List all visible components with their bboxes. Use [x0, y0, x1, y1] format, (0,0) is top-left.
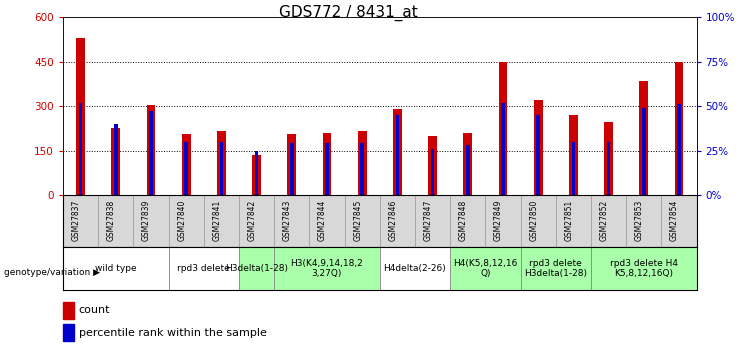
- Bar: [450, 247, 520, 290]
- Text: H3delta(1-28): H3delta(1-28): [225, 264, 288, 273]
- Bar: [182, 134, 190, 195]
- Bar: [168, 247, 239, 290]
- Text: GSM27850: GSM27850: [529, 200, 538, 242]
- Bar: [114, 124, 118, 195]
- Bar: [360, 144, 364, 195]
- Bar: [322, 133, 331, 195]
- Bar: [219, 141, 223, 195]
- Bar: [466, 145, 470, 195]
- Bar: [217, 131, 226, 195]
- Bar: [393, 109, 402, 195]
- Bar: [677, 104, 681, 195]
- Text: GSM27848: GSM27848: [459, 200, 468, 242]
- Bar: [604, 122, 613, 195]
- Bar: [639, 81, 648, 195]
- Text: GSM27837: GSM27837: [72, 200, 81, 242]
- Bar: [239, 247, 274, 290]
- Bar: [255, 150, 259, 195]
- Bar: [607, 141, 611, 195]
- Text: rpd3 delete H4
K5,8,12,16Q): rpd3 delete H4 K5,8,12,16Q): [610, 258, 678, 278]
- Text: GSM27845: GSM27845: [353, 200, 362, 242]
- Bar: [431, 149, 434, 195]
- Text: GSM27840: GSM27840: [177, 200, 186, 242]
- Text: GSM27841: GSM27841: [213, 200, 222, 242]
- Text: count: count: [79, 305, 110, 315]
- Text: wild type: wild type: [95, 264, 136, 273]
- Text: GSM27854: GSM27854: [670, 200, 679, 242]
- Bar: [325, 144, 329, 195]
- Bar: [288, 134, 296, 195]
- Bar: [499, 62, 508, 195]
- Bar: [111, 128, 120, 195]
- Text: GDS772 / 8431_at: GDS772 / 8431_at: [279, 5, 418, 21]
- Text: GSM27843: GSM27843: [283, 200, 292, 242]
- Text: GSM27849: GSM27849: [494, 200, 503, 242]
- Bar: [642, 108, 645, 195]
- Bar: [674, 62, 683, 195]
- Bar: [396, 115, 399, 195]
- Bar: [274, 247, 379, 290]
- Text: H4delta(2-26): H4delta(2-26): [384, 264, 446, 273]
- Text: GSM27842: GSM27842: [247, 200, 256, 242]
- Text: GSM27838: GSM27838: [107, 200, 116, 242]
- Bar: [569, 115, 578, 195]
- Bar: [379, 247, 450, 290]
- Bar: [79, 102, 82, 195]
- Text: GSM27844: GSM27844: [318, 200, 327, 242]
- Text: GSM27847: GSM27847: [424, 200, 433, 242]
- Bar: [76, 38, 85, 195]
- Bar: [536, 115, 540, 195]
- Bar: [463, 133, 472, 195]
- Bar: [63, 247, 169, 290]
- Bar: [252, 155, 261, 195]
- Bar: [149, 111, 153, 195]
- Text: H3(K4,9,14,18,2
3,27Q): H3(K4,9,14,18,2 3,27Q): [290, 258, 363, 278]
- Text: GSM27853: GSM27853: [635, 200, 644, 242]
- Bar: [290, 144, 293, 195]
- Text: percentile rank within the sample: percentile rank within the sample: [79, 327, 267, 337]
- Text: GSM27839: GSM27839: [142, 200, 151, 242]
- Bar: [501, 102, 505, 195]
- Bar: [63, 302, 74, 319]
- Bar: [63, 324, 74, 341]
- Text: rpd3 delete: rpd3 delete: [177, 264, 230, 273]
- Bar: [534, 100, 542, 195]
- Text: H4(K5,8,12,16
Q): H4(K5,8,12,16 Q): [453, 258, 517, 278]
- Bar: [185, 141, 188, 195]
- Text: genotype/variation ▶: genotype/variation ▶: [4, 268, 100, 277]
- Bar: [571, 141, 575, 195]
- Text: GSM27851: GSM27851: [565, 200, 574, 242]
- Bar: [428, 136, 437, 195]
- Bar: [147, 105, 156, 195]
- Bar: [358, 131, 367, 195]
- Text: rpd3 delete
H3delta(1-28): rpd3 delete H3delta(1-28): [524, 258, 588, 278]
- Text: GSM27852: GSM27852: [599, 200, 608, 242]
- Bar: [520, 247, 591, 290]
- Text: GSM27846: GSM27846: [388, 200, 397, 242]
- Bar: [591, 247, 697, 290]
